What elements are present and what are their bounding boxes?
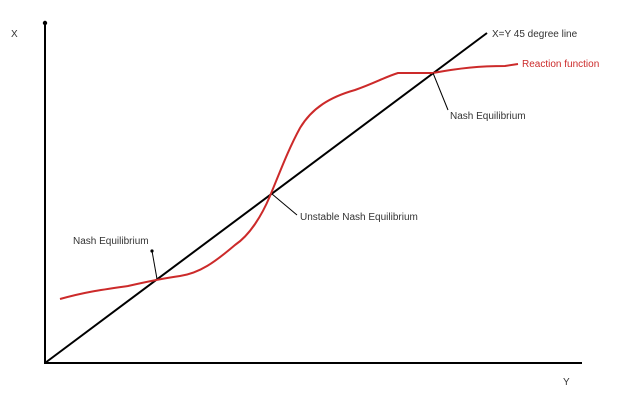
reaction-function-curve	[59, 63, 519, 300]
reaction-function-label: Reaction function	[522, 59, 599, 70]
x-axis-label: Y	[563, 377, 570, 388]
left-equilibrium-pointer-tip	[150, 249, 154, 253]
middle-equilibrium-pointer	[271, 193, 298, 216]
forty-five-degree-line	[44, 32, 488, 364]
axis-top-end-dot	[42, 20, 48, 26]
diagonal-line-label: X=Y 45 degree line	[492, 29, 578, 40]
left-equilibrium-pointer	[151, 250, 158, 280]
y-axis-label: X	[11, 29, 18, 40]
middle-equilibrium-label: Unstable Nash Equilibrium	[300, 212, 418, 223]
right-equilibrium-label: Nash Equilibrium	[450, 111, 526, 122]
right-equilibrium-pointer	[432, 72, 449, 111]
left-equilibrium-label: Nash Equilibrium	[73, 236, 149, 247]
